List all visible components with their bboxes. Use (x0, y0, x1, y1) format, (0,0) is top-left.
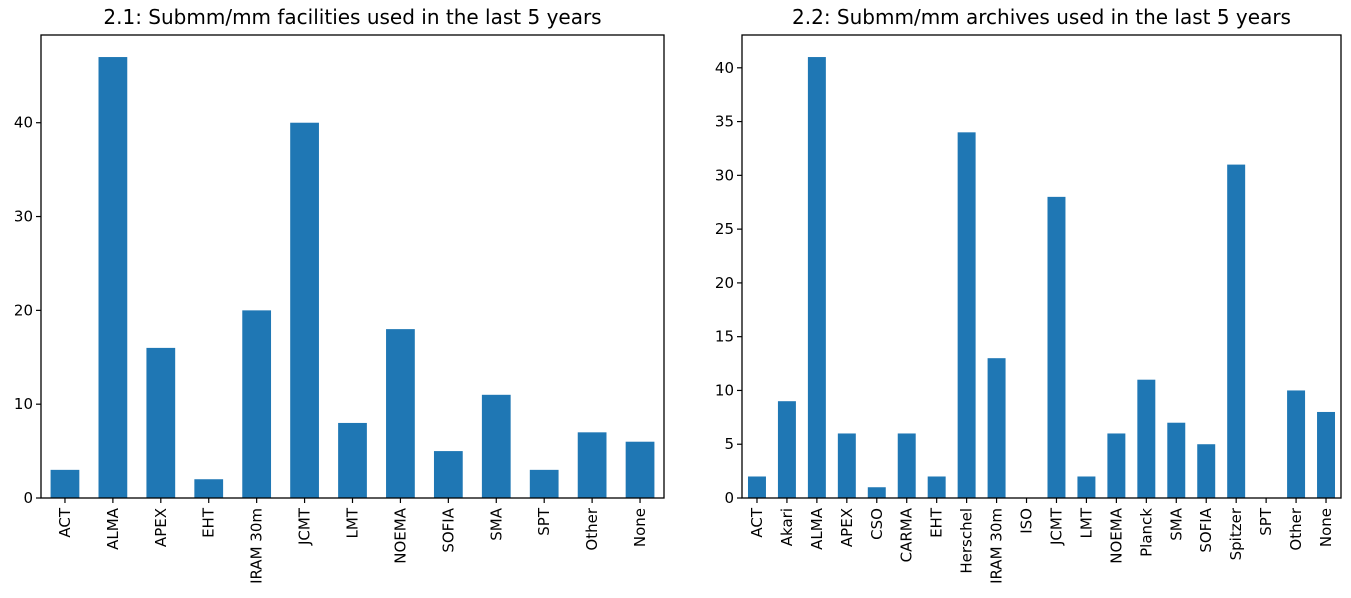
bar-group (50, 57, 655, 499)
x-tick-label: SPT (1257, 507, 1275, 536)
bar-akari (777, 401, 796, 498)
x-tick-label: Akari (778, 508, 796, 546)
bar-act (50, 469, 80, 498)
bar-eht (927, 476, 946, 498)
bar-sofia (433, 451, 463, 498)
chart-archives: 2.2: Submm/mm archives used in the last … (675, 0, 1351, 598)
y-axis: 0 10 20 30 40 (14, 114, 41, 507)
x-tick-label: ALMA (808, 507, 826, 550)
bar-iram-30m (242, 310, 272, 498)
bar-sma (481, 394, 511, 498)
chart-facilities: 2.1: Submm/mm facilities used in the las… (0, 0, 675, 598)
x-tick-label: LMT (1077, 507, 1095, 538)
chart-facilities-svg: 2.1: Submm/mm facilities used in the las… (14, 5, 665, 584)
bar-iram-30m (987, 358, 1006, 498)
bar-other (577, 432, 607, 498)
x-tick-label: Herschel (958, 508, 976, 574)
x-tick-label: Other (583, 507, 601, 550)
bar-group (747, 57, 1336, 499)
plot-frame (40, 34, 665, 499)
bar-alma (98, 57, 128, 499)
y-tick-label: 30 (14, 208, 33, 226)
y-axis: 0 5 10 15 20 25 30 35 40 (715, 59, 742, 507)
chart-title: 2.1: Submm/mm facilities used in the las… (103, 5, 601, 29)
y-tick-label: 10 (715, 381, 734, 399)
bar-other (1287, 390, 1306, 498)
y-tick-label: 20 (715, 274, 734, 292)
bar-apex (146, 347, 176, 498)
bar-alma (807, 57, 826, 499)
x-tick-label: SOFIA (1197, 507, 1215, 552)
bar-carma (897, 433, 916, 498)
bar-noema (386, 329, 415, 498)
x-tick-label: None (1317, 508, 1335, 547)
bar-none (625, 441, 655, 498)
x-tick-label: APEX (152, 508, 170, 547)
y-tick-label: 5 (724, 435, 734, 453)
bar-spitzer (1227, 164, 1246, 498)
x-tick-label: ACT (56, 507, 74, 537)
x-tick-label: LMT (344, 507, 362, 538)
x-tick-label: JCMT (296, 507, 314, 546)
chart-title: 2.2: Submm/mm archives used in the last … (792, 5, 1291, 29)
y-tick-label: 0 (724, 489, 734, 507)
x-tick-label: APEX (838, 508, 856, 547)
x-tick-label: NOEMA (391, 507, 409, 563)
bar-jcmt (1047, 196, 1066, 498)
y-tick-label: 0 (23, 489, 33, 507)
chart-archives-svg: 2.2: Submm/mm archives used in the last … (715, 5, 1342, 584)
x-tick-label: JCMT (1047, 507, 1065, 546)
bar-noema (1107, 433, 1126, 498)
y-tick-label: 30 (715, 166, 734, 184)
x-tick-label: Other (1287, 507, 1305, 550)
x-tick-label: EHT (928, 507, 946, 538)
x-tick-label: SPT (535, 507, 553, 536)
bar-spt (529, 469, 559, 498)
y-tick-label: 15 (715, 328, 734, 346)
bar-sma (1167, 422, 1186, 498)
x-tick-label: Planck (1137, 508, 1155, 557)
y-tick-label: 20 (14, 301, 33, 319)
bar-jcmt (290, 122, 319, 498)
bar-lmt (1077, 476, 1096, 498)
x-axis: ACT Akari ALMA APEX CSO CARMA EHT Herschel IRAM … (748, 498, 1335, 584)
bar-cso (867, 487, 886, 498)
x-tick-label: SMA (487, 507, 505, 540)
bar-lmt (338, 422, 367, 498)
x-tick-label: CARMA (898, 507, 916, 562)
bar-apex (837, 433, 856, 498)
x-tick-label: IRAM 30m (988, 508, 1006, 584)
x-tick-label: None (631, 508, 649, 547)
x-tick-label: NOEMA (1107, 507, 1125, 563)
y-tick-label: 25 (715, 220, 734, 238)
y-tick-label: 35 (715, 113, 734, 131)
y-tick-label: 40 (14, 114, 33, 132)
x-tick-label: IRAM 30m (248, 508, 266, 584)
y-tick-label: 10 (14, 395, 33, 413)
x-tick-label: ACT (748, 507, 766, 537)
x-tick-label: EHT (200, 507, 218, 538)
x-tick-label: ALMA (104, 507, 122, 550)
x-tick-label: CSO (868, 508, 886, 540)
bar-planck (1137, 379, 1156, 498)
y-tick-label: 40 (715, 59, 734, 77)
bar-eht (194, 479, 224, 498)
x-tick-label: Spitzer (1227, 507, 1245, 560)
x-tick-label: ISO (1018, 508, 1036, 534)
bar-sofia (1197, 444, 1216, 498)
x-axis: ACT ALMA APEX EHT IRAM 30m JCMT LMT NOEMA SOFIA S… (56, 498, 649, 584)
x-tick-label: SOFIA (439, 507, 457, 552)
bar-herschel (957, 132, 976, 499)
bar-none (1317, 411, 1336, 498)
bar-act (747, 476, 766, 498)
plot-frame (741, 34, 1342, 499)
x-tick-label: SMA (1167, 507, 1185, 540)
